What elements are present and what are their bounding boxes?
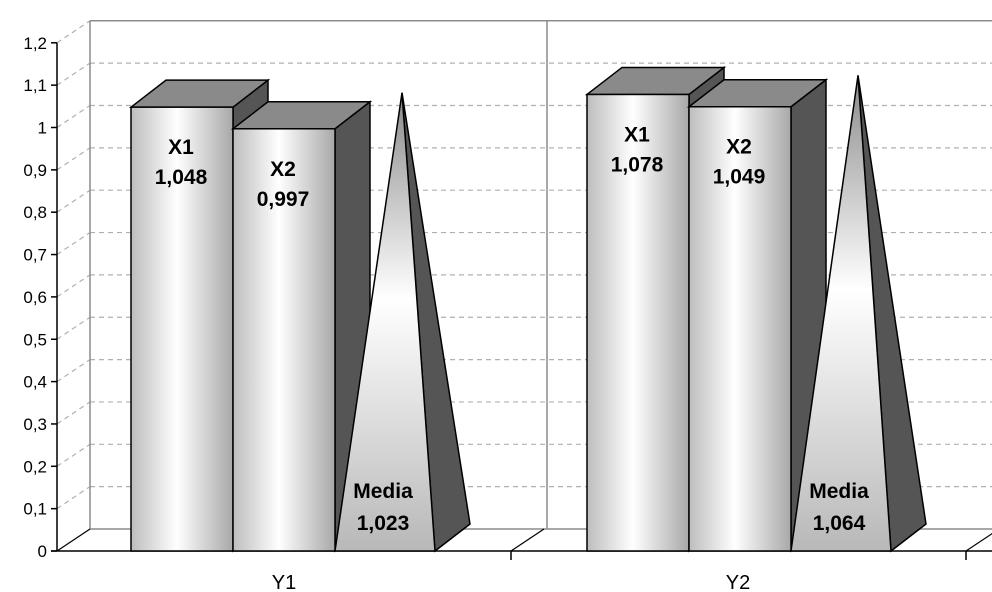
gridline-side <box>56 62 91 86</box>
x-tick-label: Y1 <box>272 572 296 592</box>
gridline-side <box>56 274 91 298</box>
gridline-side <box>56 316 91 340</box>
y-tick-label: 1,2 <box>23 34 47 53</box>
gridline-side <box>56 232 91 256</box>
bar-front <box>688 105 792 552</box>
y-tick-label: 1,1 <box>23 76 47 95</box>
bar-series-label: Media <box>809 480 869 503</box>
bar-value-label: 1,078 <box>611 153 664 176</box>
bar-front <box>232 128 336 552</box>
gridline-side <box>56 20 91 44</box>
gridline-side <box>56 105 91 128</box>
pyramid-media-y1 <box>334 92 471 553</box>
y-tick-label: 0,9 <box>23 161 47 180</box>
bar-x2-y1 <box>230 100 373 553</box>
bar-value-label: 1,023 <box>357 512 410 535</box>
y-tick-label: 0,5 <box>23 330 47 349</box>
bar-value-label: 1,064 <box>813 512 866 535</box>
bar-series-label: X1 <box>168 136 194 159</box>
gridline-side <box>56 147 91 171</box>
floor-edge-left <box>56 528 91 552</box>
y-tick-label: 1 <box>38 119 47 138</box>
y-tick-label: 0,8 <box>23 203 47 222</box>
bar-series-label: X1 <box>624 123 650 146</box>
y-tick-label: 0,2 <box>23 457 47 476</box>
pyramid-front <box>790 75 892 552</box>
bar-series-label: X2 <box>726 136 752 159</box>
x-tick-label: Y2 <box>726 572 750 592</box>
y-tick-label: 0,3 <box>23 415 47 434</box>
floor-edge-right <box>965 532 992 552</box>
bar-layer <box>128 65 927 553</box>
axis-layer: 0 0,1 0,2 0,3 0,4 0,5 0,6 0,7 0,8 0,9 1 1,1 1,2 Y1 Y2 <box>23 34 992 592</box>
y-tick-label: 0,6 <box>23 288 47 307</box>
gridline-side <box>56 359 91 383</box>
pyramid-front <box>334 92 436 552</box>
bar-value-label: 1,048 <box>155 166 208 189</box>
gridline-side <box>56 401 91 425</box>
bar-front <box>130 106 234 552</box>
pyramid-media-y2 <box>790 75 927 553</box>
gridline-side <box>56 486 91 510</box>
y-tick-label: 0,4 <box>23 373 47 392</box>
gridline-side <box>56 443 91 467</box>
bar-value-label: 0,997 <box>257 188 310 211</box>
y-tick-label: 0,7 <box>23 246 47 265</box>
bar-value-label: 1,049 <box>713 166 766 189</box>
bar-series-label: Media <box>353 480 413 503</box>
label-layer: X1 1,048 X2 0,997 Media 1,023 X1 1,078 X2 1,049 Me… <box>155 123 869 535</box>
y-tick-label: 0 <box>38 542 47 561</box>
y-tick-label: 0,1 <box>23 500 47 519</box>
bar-front <box>586 93 690 552</box>
gridline-side <box>56 189 91 213</box>
bar-series-label: X2 <box>270 158 296 181</box>
floor-edge-mid <box>510 528 545 552</box>
